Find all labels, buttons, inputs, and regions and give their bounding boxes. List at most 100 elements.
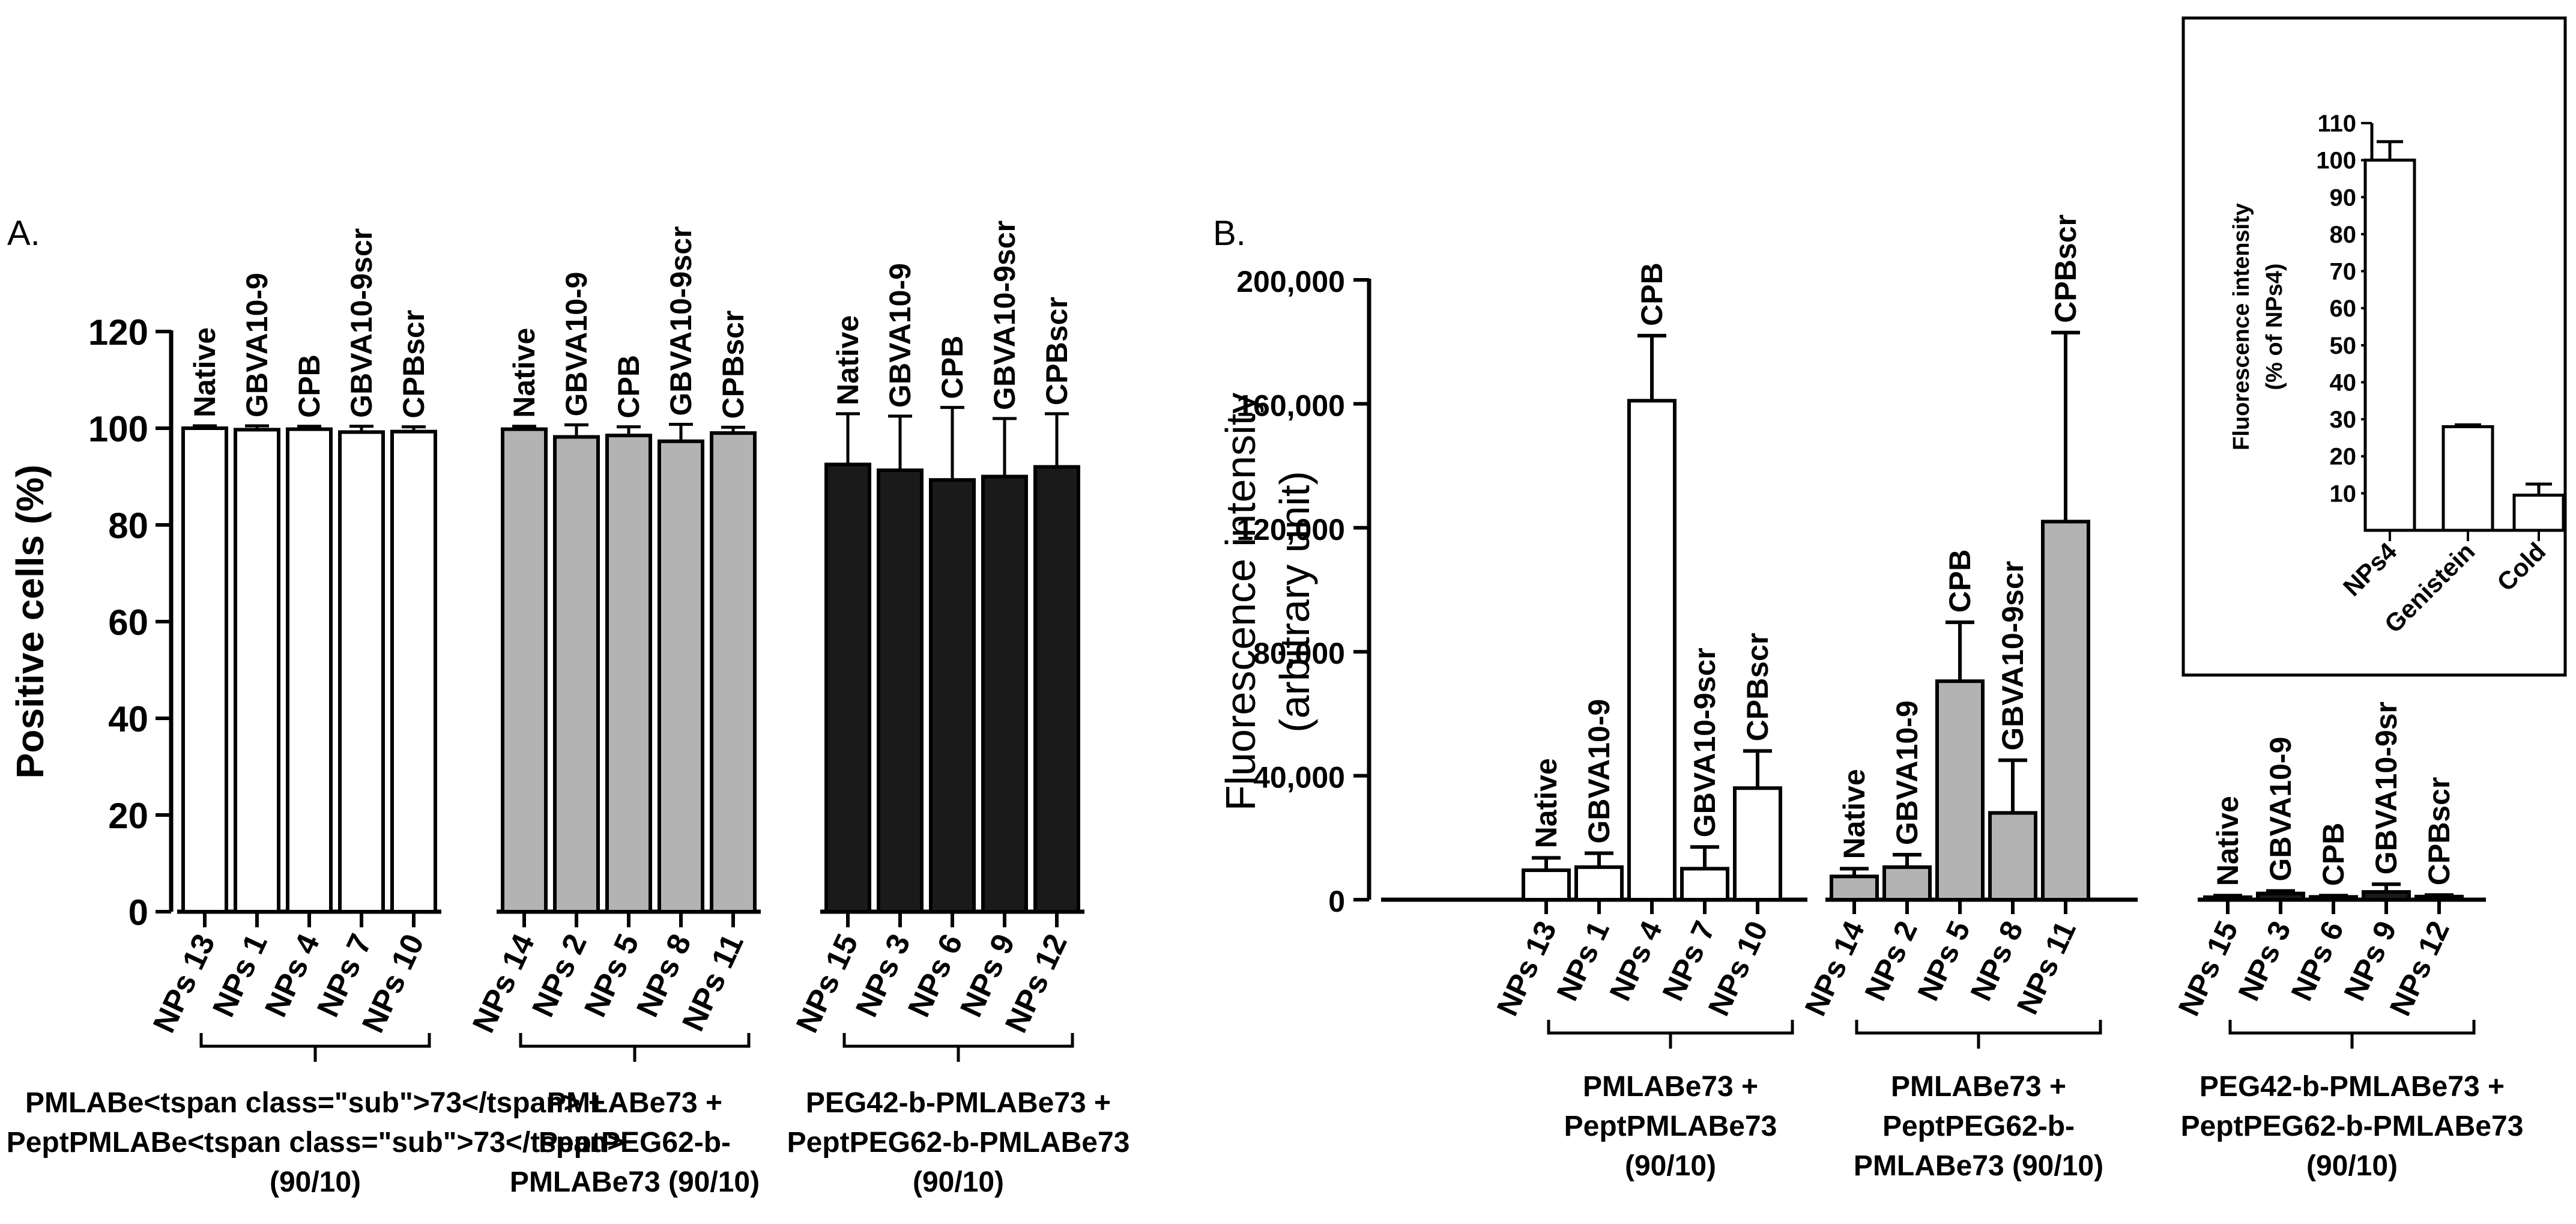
y-tick-label-b: 120,000	[1236, 513, 1345, 547]
bar-b-nps2	[1882, 865, 1932, 901]
y-tick-label-b: 160,000	[1236, 389, 1345, 422]
y-tick-label-a: 80	[108, 506, 148, 546]
bar-label-a: Native	[188, 327, 222, 417]
bar-label-b: GBVA10-9	[1582, 699, 1616, 844]
bar-b-nps15	[2203, 895, 2252, 901]
bar-label-b: Native	[2211, 796, 2245, 886]
bar-label-a: CPB	[936, 336, 969, 399]
x-tick-label-b: NPs 13	[1490, 916, 1563, 1021]
group-caption-b: PeptPEG62-b-PMLABe73	[2181, 1110, 2524, 1142]
group-caption-b: PeptPMLABe73	[1564, 1110, 1777, 1142]
group-caption-a: PMLABe73 +	[547, 1087, 722, 1119]
bar-b-nps11	[2041, 520, 2090, 901]
bar-label-a: GBVA10-9scr	[664, 226, 698, 416]
bar-label-b: CPBscr	[2422, 777, 2456, 886]
group-bracket-b	[1547, 1020, 1794, 1049]
bar-label-a: GBVA10-9scr	[988, 220, 1021, 410]
bar-label-b: CPB	[1635, 262, 1669, 326]
group-bracket-a	[842, 1033, 1074, 1062]
inset-bar-cold	[2512, 493, 2565, 532]
bar-label-b: GBVA10-9sr	[2369, 701, 2403, 874]
bar-b-nps7	[1680, 867, 1729, 902]
bar-a-nps5	[605, 434, 652, 913]
bar-label-b: CPB	[2317, 823, 2350, 886]
bar-b-nps1	[1574, 865, 1624, 901]
y-tick-label-a: 40	[108, 699, 148, 739]
y-tick-label-a: 120	[88, 312, 148, 353]
bar-a-nps11	[710, 431, 757, 913]
x-tick-label-b: NPs 15	[2172, 916, 2245, 1021]
y-tick-label-a: 60	[108, 602, 148, 643]
y-axis-label-b: Fluorescence intensity	[1217, 393, 1264, 811]
bar-a-nps7	[338, 430, 385, 913]
bar-a-nps4	[286, 427, 333, 913]
y-tick-label-a: 20	[108, 796, 148, 836]
group-caption-b: PEG42-b-PMLABe73 +	[2200, 1071, 2505, 1103]
group-bracket-a	[519, 1033, 751, 1062]
bar-label-a: GBVA10-9scr	[345, 228, 378, 418]
bar-b-nps10	[1733, 786, 1782, 901]
group-caption-a: PMLABe73 (90/10)	[510, 1166, 760, 1198]
group-bracket-a	[199, 1033, 431, 1062]
inset-y-axis-label: (% of NPs4)	[2262, 263, 2287, 390]
inset-y-tick-label: 60	[2330, 295, 2357, 322]
inset-y-tick-label: 80	[2330, 222, 2357, 248]
bar-label-a: CPB	[292, 354, 326, 418]
bar-label-a: GBVA10-9	[560, 272, 593, 417]
x-tick-label-a: NPs 14	[466, 929, 542, 1038]
bar-label-a: CPBscr	[716, 311, 750, 419]
bar-a-nps12	[1033, 465, 1080, 913]
inset-y-tick-label: 30	[2330, 407, 2357, 433]
bar-a-nps8	[658, 439, 704, 913]
inset-bar-nps4	[2363, 159, 2416, 532]
bar-a-nps15	[824, 462, 871, 913]
bar-label-b: CPBscr	[2049, 214, 2082, 323]
inset-y-tick-label: 50	[2330, 333, 2357, 359]
group-caption-a: PeptPEG62-b-	[539, 1127, 731, 1159]
group-caption-b: (90/10)	[2306, 1150, 2398, 1182]
inset-y-axis-label: Fluorescence intensity	[2229, 203, 2254, 450]
bar-label-a: GBVA10-9	[883, 263, 917, 408]
bar-a-nps2	[553, 435, 600, 913]
bar-a-nps10	[390, 429, 437, 913]
y-tick-label-b: 200,000	[1236, 265, 1345, 298]
group-caption-a: PMLABe<tspan class="sub">73</tspan> +	[25, 1087, 605, 1119]
group-caption-a: PEG42-b-PMLABe73 +	[806, 1087, 1111, 1119]
bar-a-nps14	[501, 427, 548, 913]
panel-a: A. 0 20 40 60 80 100 120 Positive cells (%) Nativ…	[7, 214, 1130, 1198]
y-tick-label-a: 100	[88, 409, 148, 449]
y-tick-label-a: 0	[128, 892, 148, 933]
bar-label-a: CPBscr	[397, 310, 431, 419]
x-tick-label-a: NPs 15	[790, 929, 865, 1038]
bar-label-a: CPBscr	[1040, 297, 1074, 405]
group-bracket-b	[2228, 1020, 2476, 1049]
bar-label-b: Native	[1837, 769, 1871, 859]
inset-y-tick-label: 70	[2330, 259, 2357, 285]
bar-label-b: GBVA10-9	[2264, 737, 2297, 882]
x-tick-label-b: NPs 14	[1798, 916, 1871, 1021]
group-caption-b: PeptPEG62-b-	[1882, 1110, 2075, 1142]
bar-label-a: CPB	[612, 355, 646, 419]
group-caption-a: (90/10)	[270, 1166, 361, 1198]
bar-label-b: GBVA10-9scr	[1688, 647, 1722, 837]
group-caption-b: PMLABe73 +	[1891, 1071, 2066, 1103]
bar-label-b: GBVA10-9scr	[1996, 561, 2030, 751]
panel-label-b: B.	[1213, 214, 1246, 253]
inset-y-tick-label: 90	[2330, 184, 2357, 211]
bar-b-nps13	[1522, 868, 1571, 901]
inset-y-tick-label: 110	[2317, 111, 2356, 137]
group-caption-b: (90/10)	[1625, 1150, 1716, 1182]
group-caption-a: PeptPMLABe<tspan class="sub">73</tspan>	[7, 1127, 624, 1159]
group-caption-a: (90/10)	[913, 1166, 1004, 1198]
y-tick-label-b: 40,000	[1253, 761, 1345, 795]
bar-b-nps3	[2256, 891, 2305, 902]
inset-bar-genistein	[2441, 425, 2494, 532]
bar-b-nps12	[2414, 894, 2464, 901]
bar-a-nps1	[234, 428, 280, 913]
group-bracket-b	[1855, 1020, 2102, 1049]
inset-y-tick-label: 10	[2330, 480, 2357, 507]
bar-a-nps13	[181, 426, 228, 913]
x-tick-label-a: NPs 13	[147, 929, 222, 1038]
bar-label-a: Native	[831, 315, 865, 405]
